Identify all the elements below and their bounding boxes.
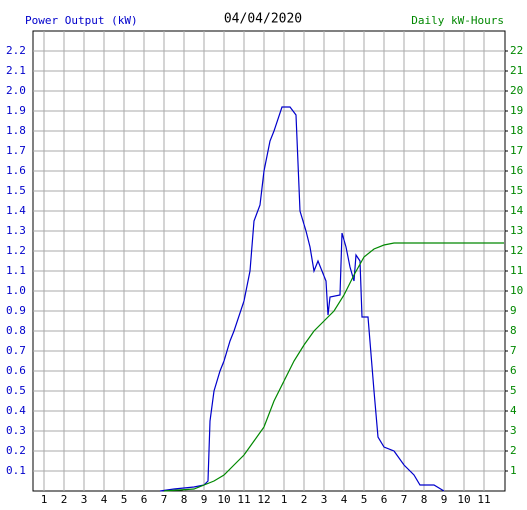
y-tick-label: 2.2 bbox=[6, 44, 26, 57]
y-tick-label: 0.8 bbox=[6, 324, 26, 337]
x-tick-label: 2 bbox=[61, 493, 68, 506]
x-tick-label: 10 bbox=[457, 493, 470, 506]
y-tick-label: 0.1 bbox=[6, 464, 26, 477]
y2-tick-label: 8 bbox=[510, 324, 517, 337]
y-tick-label: 0.7 bbox=[6, 344, 26, 357]
x-tick-label: 9 bbox=[441, 493, 448, 506]
y-tick-label: 1.3 bbox=[6, 224, 26, 237]
y2-tick-label: 1 bbox=[510, 464, 517, 477]
y2-tick-label: 4 bbox=[510, 404, 517, 417]
x-tick-label: 3 bbox=[81, 493, 88, 506]
series-line bbox=[163, 242, 504, 492]
y2-tick-label: 10 bbox=[510, 284, 523, 297]
y2-tick-label: 7 bbox=[510, 344, 517, 357]
y2-tick-label: 11 bbox=[510, 264, 523, 277]
y-tick-label: 1.7 bbox=[6, 144, 26, 157]
y2-tick-label: 17 bbox=[510, 144, 523, 157]
y2-tick-label: 12 bbox=[510, 244, 523, 257]
y-tick-label: 0.5 bbox=[6, 384, 26, 397]
y-tick-label: 0.4 bbox=[6, 404, 26, 417]
x-tick-label: 6 bbox=[141, 493, 148, 506]
y2-tick-label: 14 bbox=[510, 204, 524, 217]
y-tick-label: 1.4 bbox=[6, 204, 26, 217]
x-tick-label: 8 bbox=[421, 493, 428, 506]
y-tick-label: 1.0 bbox=[6, 284, 26, 297]
x-tick-label: 12 bbox=[257, 493, 270, 506]
y-tick-label: 1.6 bbox=[6, 164, 26, 177]
y-tick-label: 0.3 bbox=[6, 424, 26, 437]
y-tick-label: 1.2 bbox=[6, 244, 26, 257]
x-tick-label: 5 bbox=[361, 493, 368, 506]
x-tick-label: 8 bbox=[181, 493, 188, 506]
x-tick-label: 5 bbox=[121, 493, 128, 506]
y2-tick-label: 18 bbox=[510, 124, 523, 137]
y2-tick-label: 13 bbox=[510, 224, 523, 237]
y-tick-label: 0.2 bbox=[6, 444, 26, 457]
y-tick-label: 2.0 bbox=[6, 84, 26, 97]
y-tick-label: 0.6 bbox=[6, 364, 26, 377]
y2-tick-label: 5 bbox=[510, 384, 517, 397]
y-tick-label: 0.9 bbox=[6, 304, 26, 317]
y2-tick-label: 16 bbox=[510, 164, 523, 177]
y2-tick-label: 9 bbox=[510, 304, 517, 317]
y-tick-label: 1.8 bbox=[6, 124, 26, 137]
y2-tick-label: 21 bbox=[510, 64, 523, 77]
series-line bbox=[159, 106, 445, 492]
x-tick-label: 1 bbox=[41, 493, 48, 506]
x-tick-label: 11 bbox=[237, 493, 250, 506]
y-tick-label: 1.5 bbox=[6, 184, 26, 197]
y2-tick-label: 15 bbox=[510, 184, 523, 197]
y2-tick-label: 6 bbox=[510, 364, 517, 377]
x-tick-label: 1 bbox=[281, 493, 288, 506]
x-tick-label: 11 bbox=[477, 493, 490, 506]
y-tick-label: 2.1 bbox=[6, 64, 26, 77]
y-axis-label: Power Output (kW) bbox=[25, 14, 138, 27]
x-tick-label: 9 bbox=[201, 493, 208, 506]
x-tick-label: 7 bbox=[401, 493, 408, 506]
y2-tick-label: 3 bbox=[510, 424, 517, 437]
y-tick-label: 1.9 bbox=[6, 104, 26, 117]
x-tick-label: 2 bbox=[301, 493, 308, 506]
x-tick-label: 3 bbox=[321, 493, 328, 506]
y2-tick-label: 19 bbox=[510, 104, 523, 117]
plot-frame bbox=[32, 30, 506, 492]
y2-tick-label: 20 bbox=[510, 84, 523, 97]
y2-tick-label: 22 bbox=[510, 44, 523, 57]
x-tick-label: 10 bbox=[217, 493, 230, 506]
y2-tick-label: 2 bbox=[510, 444, 517, 457]
x-tick-label: 4 bbox=[341, 493, 348, 506]
y2-axis-label: Daily kW-Hours bbox=[411, 14, 504, 27]
x-tick-label: 4 bbox=[101, 493, 108, 506]
chart-title: 04/04/2020 bbox=[224, 12, 302, 27]
y-tick-label: 1.1 bbox=[6, 264, 26, 277]
x-tick-label: 6 bbox=[381, 493, 388, 506]
x-tick-label: 7 bbox=[161, 493, 168, 506]
